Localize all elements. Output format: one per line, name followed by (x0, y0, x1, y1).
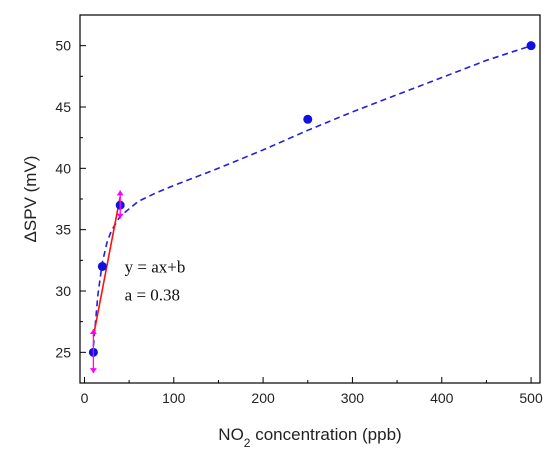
y-tick-label: 50 (55, 38, 71, 54)
x-tick-label: 200 (251, 390, 275, 406)
fit-slope: a = 0.38 (125, 286, 180, 305)
data-point (303, 114, 313, 124)
x-tick-label: 400 (430, 390, 454, 406)
error-arrow-up (116, 190, 124, 196)
y-axis-title: ΔSPV (mV) (21, 156, 40, 243)
x-axis-title-subscript: 2 (244, 436, 251, 450)
y-tick-label: 25 (55, 344, 71, 360)
axes: 0 100 200 300 400 500 25 30 35 40 45 50 (55, 14, 543, 406)
plot-frame (79, 14, 541, 384)
x-axis-title-rest: concentration (ppb) (250, 425, 401, 444)
fit-equation: y = ax+b (125, 258, 186, 277)
x-tick-label: 300 (341, 390, 365, 406)
data-point (97, 261, 107, 271)
data-point (526, 41, 536, 51)
y-tick-label: 35 (55, 222, 71, 238)
error-markers (89, 190, 124, 374)
y-tick-label: 45 (55, 99, 71, 115)
error-arrow-down (116, 213, 124, 219)
x-tick-label: 500 (519, 390, 543, 406)
error-arrow-up (89, 329, 97, 335)
dashed-fit-curve (92, 44, 532, 347)
x-axis-title: NO2 concentration (ppb) (218, 425, 401, 450)
y-tick-label: 30 (55, 283, 71, 299)
x-tick-label: 0 (81, 390, 89, 406)
x-tick-label: 100 (162, 390, 186, 406)
data-points (88, 41, 536, 357)
y-tick-label: 40 (55, 160, 71, 176)
x-axis-title-main: NO (218, 425, 244, 444)
error-arrow-down (89, 368, 97, 374)
